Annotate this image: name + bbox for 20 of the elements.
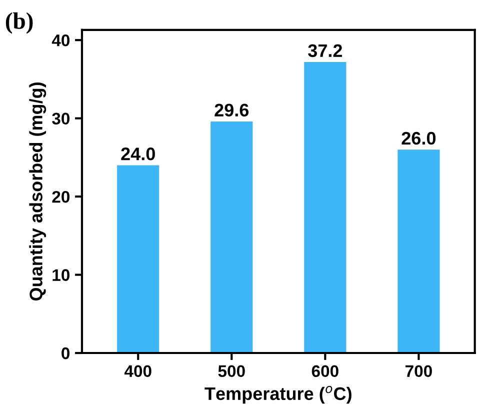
x-tick-label: 500 [218, 365, 245, 378]
bar [117, 165, 160, 354]
y-tick-label: 40 [52, 34, 70, 46]
y-tick-label: 30 [52, 112, 70, 125]
bar [210, 121, 253, 354]
y-axis-title: Quantity adsorbed (mg/g) [29, 82, 46, 301]
x-axis-title: Temperature ($^{o}$C) [204, 386, 352, 404]
x-tick-label: 400 [124, 365, 152, 378]
data-label: 24.0 [121, 148, 155, 160]
y-tick-label: 20 [52, 190, 70, 203]
x-tick-label: 700 [406, 365, 432, 378]
data-label: 37.2 [308, 44, 342, 58]
x-tick-label: 600 [312, 365, 338, 378]
y-tick-label: 0 [62, 347, 70, 360]
y-tick-label: 10 [52, 269, 70, 281]
bar [398, 150, 440, 354]
bar [304, 62, 346, 354]
text: (b) [6, 12, 33, 34]
data-label: 29.6 [214, 104, 249, 116]
data-label: 26.0 [402, 132, 436, 145]
